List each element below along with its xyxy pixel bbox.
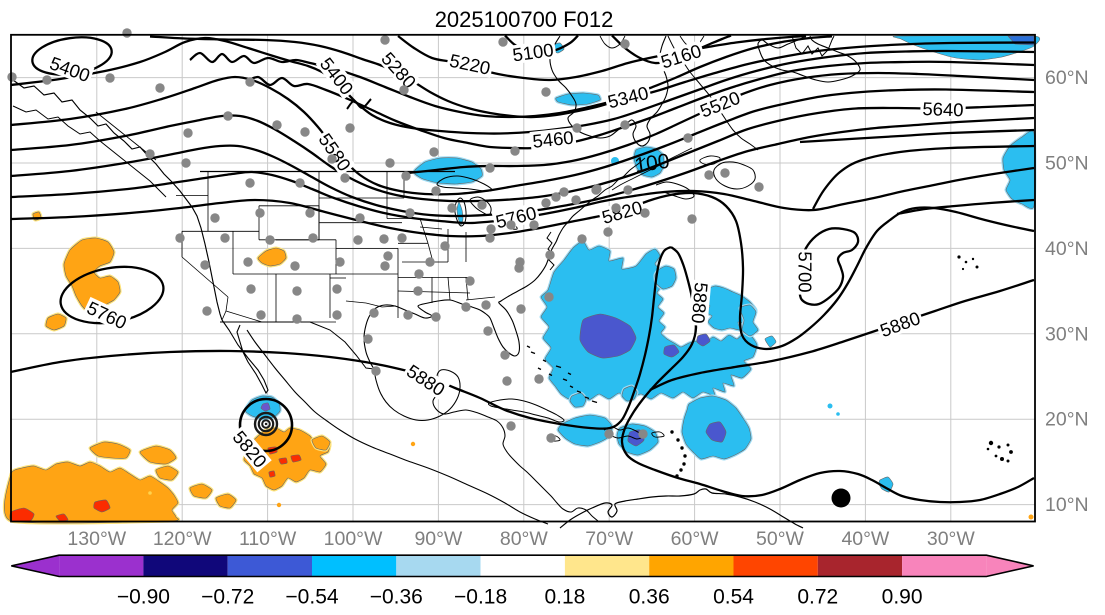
- svg-text:0.54: 0.54: [713, 586, 754, 609]
- svg-text:90°W: 90°W: [414, 528, 462, 550]
- svg-text:100°W: 100°W: [324, 528, 383, 550]
- svg-text:−0.36: −0.36: [370, 586, 423, 609]
- svg-text:60°W: 60°W: [671, 528, 719, 550]
- svg-text:120°W: 120°W: [153, 528, 212, 550]
- svg-text:5880: 5880: [688, 282, 713, 325]
- svg-text:50°N: 50°N: [1045, 153, 1089, 175]
- svg-text:20°N: 20°N: [1045, 409, 1089, 431]
- svg-text:5460: 5460: [531, 127, 574, 152]
- svg-text:130°W: 130°W: [67, 528, 126, 550]
- svg-text:−0.90: −0.90: [117, 586, 170, 609]
- svg-text:50°W: 50°W: [756, 528, 804, 550]
- svg-text:0.72: 0.72: [797, 586, 838, 609]
- svg-text:30°W: 30°W: [927, 528, 975, 550]
- svg-text:60°N: 60°N: [1045, 67, 1089, 89]
- svg-text:0.90: 0.90: [882, 586, 923, 609]
- svg-text:−0.18: −0.18: [454, 586, 507, 609]
- svg-text:5700: 5700: [794, 251, 815, 292]
- svg-text:2025100700 F012: 2025100700 F012: [435, 7, 614, 32]
- svg-text:−0.54: −0.54: [285, 586, 338, 609]
- svg-text:70°W: 70°W: [585, 528, 633, 550]
- svg-text:0.36: 0.36: [629, 586, 670, 609]
- svg-text:40°N: 40°N: [1045, 238, 1089, 260]
- svg-text:110°W: 110°W: [239, 528, 297, 550]
- svg-text:30°N: 30°N: [1045, 323, 1089, 345]
- svg-text:100: 100: [633, 150, 671, 178]
- svg-text:40°W: 40°W: [841, 528, 889, 550]
- svg-text:10°N: 10°N: [1045, 494, 1089, 516]
- svg-text:−0.72: −0.72: [201, 586, 254, 609]
- svg-text:80°W: 80°W: [500, 528, 548, 550]
- svg-text:5640: 5640: [922, 98, 964, 120]
- svg-text:0.18: 0.18: [544, 586, 585, 609]
